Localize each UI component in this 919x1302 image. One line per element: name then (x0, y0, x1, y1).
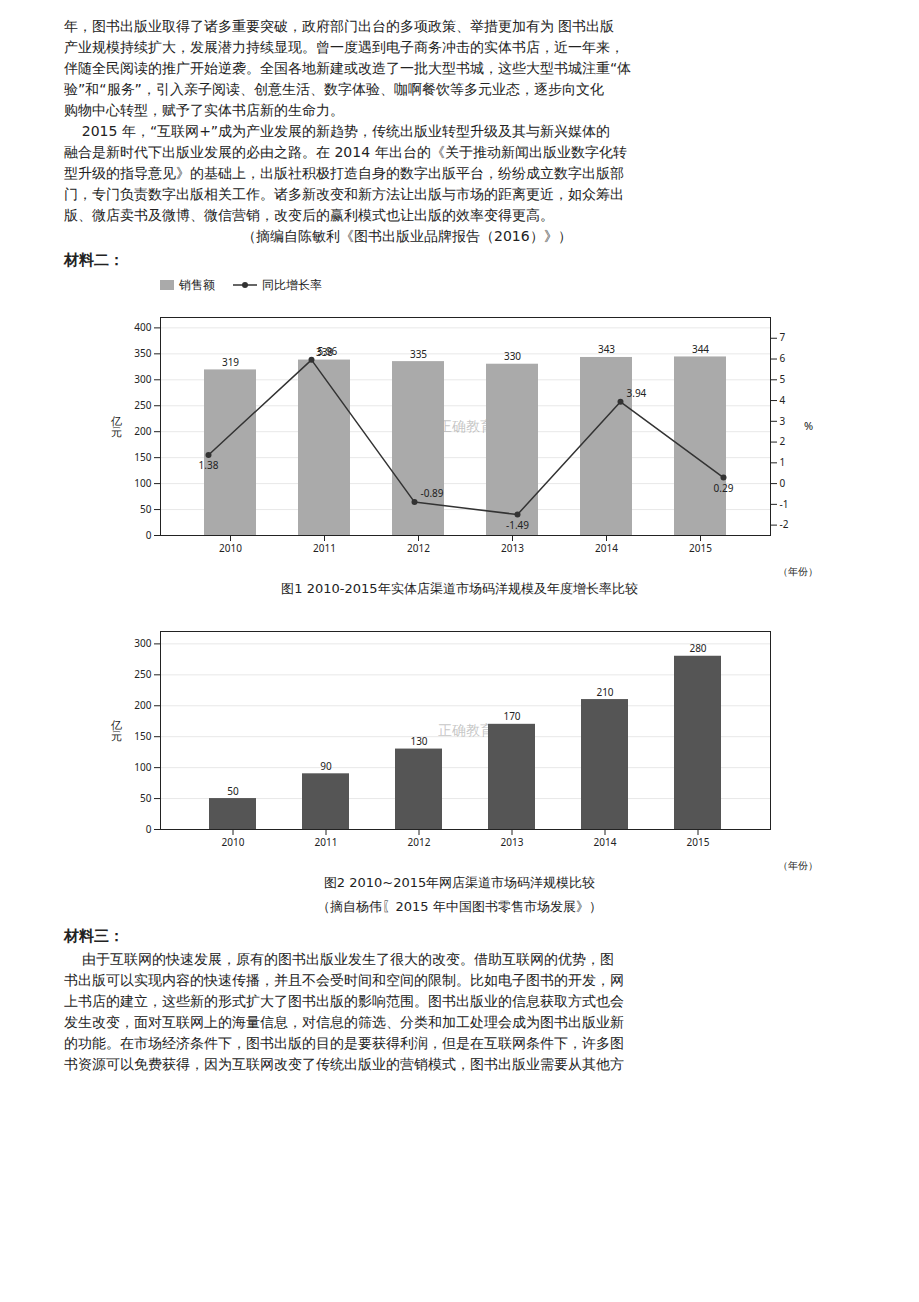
svg-text:-1.49: -1.49 (505, 518, 528, 532)
html-text:购物中心转型，赋予了实体书店新的生命力。: 购物中心转型，赋予了实体书店新的生命力。 (64, 102, 344, 118)
html-text:型升级的指导意见》的基础上，出版社积极打造自身的数字出版平台: 型升级的指导意见》的基础上，出版社积极打造自身的数字出版平台，纷纷成立数字出版部 (64, 165, 624, 181)
svg-text:2011: 2011 (314, 835, 337, 849)
svg-text:210: 210 (596, 685, 613, 699)
svg-text:2013: 2013 (500, 835, 523, 849)
svg-text:2012: 2012 (407, 835, 430, 849)
html-text:材料二：: 材料二： (64, 251, 124, 269)
svg-text:300: 300 (134, 372, 151, 386)
svg-text:50: 50 (140, 502, 152, 516)
svg-text:1.38: 1.38 (198, 458, 218, 472)
svg-text:5: 5 (779, 372, 785, 386)
svg-text:5.96: 5.96 (317, 344, 337, 358)
html-text:产业规模持续扩大，发展潜力持续显现。曾一度遇到电子商务冲击的: 产业规模持续扩大，发展潜力持续显现。曾一度遇到电子商务冲击的实体书店，近一年来， (64, 39, 624, 55)
html-text:上书店的建立，这些新的形式扩大了图书出版的影响范围。图书出版: 上书店的建立，这些新的形式扩大了图书出版的影响范围。图书出版业的信息获取方式也会 (64, 993, 624, 1009)
svg-text:亿元: 亿元 (110, 413, 122, 439)
html-text:同比增长率: 同比增长率 (261, 277, 322, 292)
svg-text:%: % (803, 418, 812, 433)
svg-text:3.94: 3.94 (626, 386, 646, 400)
svg-text:正确教育: 正确教育 (437, 720, 493, 739)
svg-text:3: 3 (779, 414, 785, 428)
svg-text:（年份）: （年份） (777, 858, 817, 872)
svg-text:90: 90 (320, 759, 332, 773)
html-text:验”和“服务”，引入亲子阅读、创意生活、数字体验、咖啊餐饮等: 验”和“服务”，引入亲子阅读、创意生活、数字体验、咖啊餐饮等多元业态，逐步向文化 (64, 81, 604, 97)
html-text:发生改变，面对互联网上的海量信息，对信息的筛选、分类和加工处: 发生改变，面对互联网上的海量信息，对信息的筛选、分类和加工处理会成为图书出版业新 (64, 1014, 624, 1030)
svg-text:200: 200 (134, 424, 151, 438)
html-text:伴随全民阅读的推广开始逆袭。全国各地新建或改造了一批大型书城: 伴随全民阅读的推广开始逆袭。全国各地新建或改造了一批大型书城，这些大型书城注重“… (64, 60, 632, 76)
svg-text:250: 250 (134, 667, 151, 681)
svg-text:130: 130 (410, 734, 427, 748)
svg-text:2015: 2015 (689, 541, 712, 555)
svg-text:2010: 2010 (221, 835, 244, 849)
svg-text:344: 344 (691, 342, 708, 356)
svg-text:335: 335 (409, 347, 426, 361)
svg-text:100: 100 (134, 760, 151, 774)
svg-text:343: 343 (597, 342, 614, 356)
svg-text:7: 7 (779, 330, 785, 344)
svg-text:2013: 2013 (501, 541, 524, 555)
svg-text:150: 150 (134, 729, 151, 743)
svg-text:-0.89: -0.89 (420, 486, 443, 500)
html-text:书资源可以免费获得，因为互联网改变了传统出版业的营销模式，图: 书资源可以免费获得，因为互联网改变了传统出版业的营销模式，图书出版业需要从其他方 (64, 1056, 624, 1072)
svg-text:2012: 2012 (407, 541, 430, 555)
svg-text:300: 300 (134, 636, 151, 650)
svg-text:350: 350 (134, 346, 151, 360)
html-text:销售额: 销售额 (178, 277, 215, 292)
svg-text:2011: 2011 (313, 541, 336, 555)
svg-text:4: 4 (779, 393, 785, 407)
svg-text:2010: 2010 (219, 541, 242, 555)
svg-text:-1: -1 (779, 497, 788, 511)
svg-text:2: 2 (779, 434, 785, 448)
svg-text:0.29: 0.29 (713, 481, 733, 495)
svg-text:1: 1 (779, 455, 785, 469)
svg-text:（年份）: （年份） (777, 564, 817, 578)
svg-text:2014: 2014 (595, 541, 618, 555)
html-text:（摘自杨伟〖2015 年中国图书零售市场发展》）: （摘自杨伟〖2015 年中国图书零售市场发展》） (317, 899, 602, 914)
html-text:版、微店卖书及微博、微信营销，改变后的赢利模式也让出版的效率: 版、微店卖书及微博、微信营销，改变后的赢利模式也让出版的效率变得更高。 (64, 207, 554, 223)
html-text:图2 2010~2015年网店渠道市场码洋规模比较: 图2 2010~2015年网店渠道市场码洋规模比较 (323, 875, 596, 890)
html-text:门，专门负责数字出版相关工作。诸多新改变和新方法让出版与市场: 门，专门负责数字出版相关工作。诸多新改变和新方法让出版与市场的距离更近，如众筹出 (64, 186, 624, 202)
html-text:材料三：: 材料三： (64, 927, 124, 945)
svg-text:100: 100 (134, 476, 151, 490)
html-text:年，图书出版业取得了诸多重要突破，政府部门出台的多项政策、举: 年，图书出版业取得了诸多重要突破，政府部门出台的多项政策、举措更加有为 图书出版 (64, 18, 615, 34)
svg-text:400: 400 (134, 320, 151, 334)
svg-text:170: 170 (503, 709, 520, 723)
html-text:书出版可以实现内容的快速传播，并且不会受时间和空间的限制。比: 书出版可以实现内容的快速传播，并且不会受时间和空间的限制。比如电子图书的开发，网 (64, 972, 624, 988)
svg-text:0: 0 (145, 822, 151, 836)
svg-text:2014: 2014 (593, 835, 616, 849)
svg-text:2015: 2015 (686, 835, 709, 849)
html-text:的功能。在市场经济条件下，图书出版的目的是要获得利润，但是在: 的功能。在市场经济条件下，图书出版的目的是要获得利润，但是在互联网条件下，许多图 (64, 1035, 624, 1051)
svg-text:150: 150 (134, 450, 151, 464)
svg-text:正确教育: 正确教育 (437, 416, 493, 435)
svg-text:250: 250 (134, 398, 151, 412)
svg-text:280: 280 (689, 641, 706, 655)
svg-text:-2: -2 (779, 517, 788, 531)
svg-text:0: 0 (779, 476, 785, 490)
html-text:由于互联网的快速发展，原有的图书出版业发生了很大的改变。借助: 由于互联网的快速发展，原有的图书出版业发生了很大的改变。借助互联网的优势，图 (64, 951, 614, 967)
svg-text:0: 0 (145, 528, 151, 542)
svg-text:6: 6 (779, 351, 785, 365)
svg-text:50: 50 (227, 784, 239, 798)
html-text:2015 年，“互联网+”成为产业发展的新趋势，传统出版业转: 2015 年，“互联网+”成为产业发展的新趋势，传统出版业转型升级及其与新兴媒体… (64, 123, 611, 139)
html-text:图1 2010-2015年实体店渠道市场码洋规模及年度增长率: 图1 2010-2015年实体店渠道市场码洋规模及年度增长率比较 (281, 581, 638, 596)
svg-text:319: 319 (221, 355, 238, 369)
html-text:（摘编自陈敏利《图书出版业品牌报告（2016）》）: （摘编自陈敏利《图书出版业品牌报告（2016）》） (64, 228, 572, 244)
svg-text:330: 330 (503, 349, 520, 363)
svg-text:50: 50 (140, 791, 152, 805)
html-text:融合是新时代下出版业发展的必由之路。在 2014 年出台的《: 融合是新时代下出版业发展的必由之路。在 2014 年出台的《关于推动新闻出版业数… (64, 144, 627, 160)
svg-text:200: 200 (134, 698, 151, 712)
svg-text:亿元: 亿元 (110, 717, 122, 743)
